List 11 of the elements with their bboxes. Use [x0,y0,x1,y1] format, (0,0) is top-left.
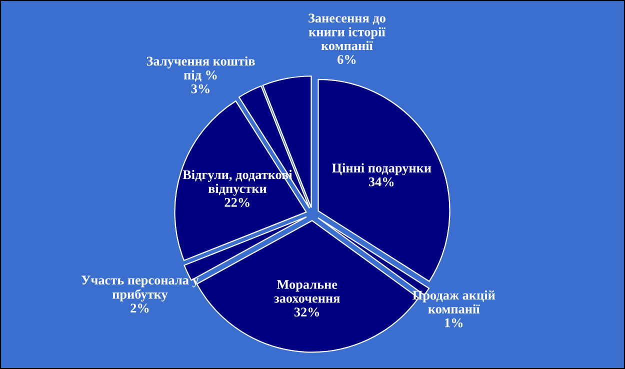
slice-label: Занесення до книги історії компанії [308,14,386,50]
slice-label: Залучення коштів під % [146,56,255,82]
data-label: 22% [224,198,250,207]
data-label: 32% [294,308,320,317]
data-label: 1% [445,318,463,328]
slice-label: Моральне заохочення [274,280,340,303]
data-label: 34% [368,177,394,186]
data-label: 6% [338,55,356,64]
data-label: 2% [130,304,149,313]
data-label: 3% [191,84,210,94]
slice-label: Цінні подарунки [332,163,432,176]
